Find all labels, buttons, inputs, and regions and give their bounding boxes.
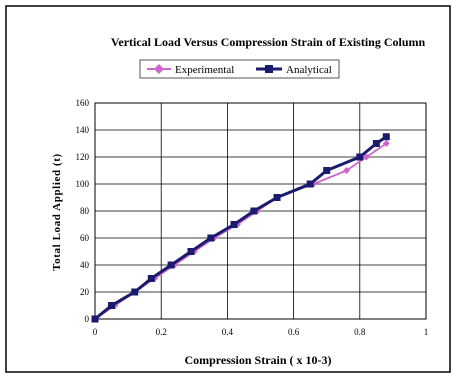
legend-box bbox=[139, 59, 340, 79]
x-tick-label: 0.4 bbox=[222, 327, 234, 337]
x-axis-label: Compression Strain ( x 10-3) bbox=[184, 353, 331, 367]
data-point-experimental bbox=[362, 153, 370, 161]
data-point-analytical bbox=[187, 248, 195, 255]
data-point-analytical bbox=[356, 153, 364, 161]
legend-entry-analytical: Analytical bbox=[256, 64, 332, 76]
y-tick-label: 40 bbox=[80, 260, 90, 270]
data-point-experimental bbox=[382, 140, 390, 147]
y-tick-label: 20 bbox=[80, 287, 90, 297]
y-tick-label: 60 bbox=[80, 233, 90, 243]
data-point-experimental bbox=[343, 167, 351, 174]
legend: Experimental Analytical bbox=[139, 59, 340, 79]
legend-entry-experimental: Experimental bbox=[147, 64, 234, 76]
y-axis-label: Total Load Applied (t) bbox=[51, 153, 63, 271]
legend-analytical-label: Analytical bbox=[286, 64, 332, 76]
x-tick-label: 0.2 bbox=[156, 327, 167, 337]
data-point-analytical bbox=[323, 167, 331, 174]
data-point-analytical bbox=[147, 275, 155, 282]
x-tick-label: 1 bbox=[424, 327, 429, 337]
data-point-analytical bbox=[131, 288, 139, 296]
data-point-analytical bbox=[108, 302, 116, 309]
data-point-analytical bbox=[273, 194, 281, 201]
y-tick-label: 80 bbox=[80, 206, 90, 216]
y-tick-labels: 0 20 40 60 80 100 120 140 160 bbox=[76, 98, 90, 324]
y-tick-label: 0 bbox=[85, 314, 90, 324]
y-tick-label: 100 bbox=[76, 179, 90, 189]
data-point-analytical bbox=[306, 180, 314, 188]
data-point-analytical bbox=[250, 207, 258, 215]
x-tick-label: 0.8 bbox=[354, 327, 366, 337]
legend-experimental-label: Experimental bbox=[175, 64, 234, 76]
x-tick-labels: 0 0.2 0.4 0.6 0.8 1 bbox=[93, 327, 429, 337]
data-point-analytical bbox=[372, 140, 380, 147]
legend-analytical-marker bbox=[265, 65, 273, 73]
data-point-analytical bbox=[91, 315, 99, 323]
data-point-analytical bbox=[207, 234, 215, 242]
series-layer bbox=[91, 133, 390, 323]
chart-title: Vertical Load Versus Compression Strain … bbox=[111, 35, 426, 49]
data-point-analytical bbox=[382, 133, 390, 141]
legend-experimental-marker bbox=[154, 64, 164, 74]
y-tick-label: 120 bbox=[76, 152, 90, 162]
data-point-analytical bbox=[230, 221, 238, 228]
series-analytical bbox=[91, 133, 390, 323]
y-tick-label: 140 bbox=[76, 125, 90, 135]
x-tick-label: 0.6 bbox=[288, 327, 300, 337]
x-tick-label: 0 bbox=[93, 327, 98, 337]
data-point-analytical bbox=[167, 261, 175, 269]
y-tick-label: 160 bbox=[76, 98, 90, 108]
